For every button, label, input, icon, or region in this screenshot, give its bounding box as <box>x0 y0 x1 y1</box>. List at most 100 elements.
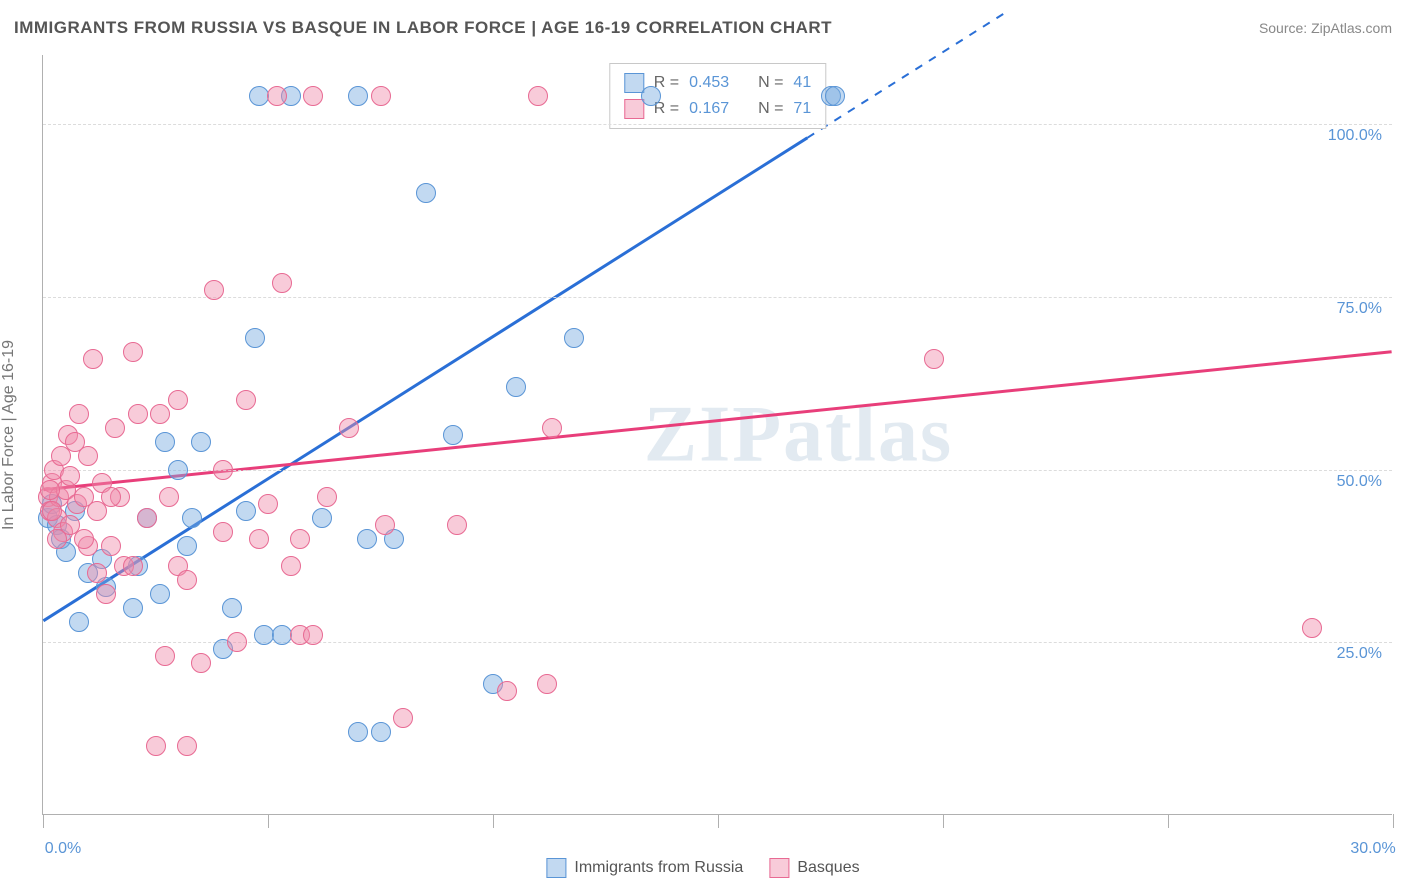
x-tick-label: 30.0% <box>1350 840 1395 858</box>
scatter-point-basque <box>249 529 269 549</box>
swatch-russia <box>624 73 644 93</box>
legend-label: Basques <box>797 859 859 877</box>
watermark: ZIPatlas <box>644 389 953 480</box>
scatter-point-russia <box>272 625 292 645</box>
legend-item-basque: Basques <box>769 858 859 878</box>
legend-swatch-basque <box>769 858 789 878</box>
scatter-point-basque <box>542 418 562 438</box>
scatter-point-basque <box>497 681 517 701</box>
scatter-point-russia <box>123 598 143 618</box>
scatter-point-basque <box>375 515 395 535</box>
scatter-point-russia <box>564 328 584 348</box>
scatter-point-basque <box>177 736 197 756</box>
scatter-point-russia <box>168 460 188 480</box>
regression-line-russia <box>43 138 807 621</box>
regression-lines-layer <box>43 55 1392 814</box>
scatter-point-russia <box>825 86 845 106</box>
scatter-point-russia <box>150 584 170 604</box>
scatter-point-russia <box>254 625 274 645</box>
scatter-point-basque <box>303 86 323 106</box>
scatter-point-basque <box>317 487 337 507</box>
scatter-point-basque <box>339 418 359 438</box>
y-axis-label: In Labor Force | Age 16-19 <box>0 339 18 529</box>
y-tick-label: 50.0% <box>1337 473 1382 491</box>
swatch-basque <box>624 99 644 119</box>
x-tick <box>493 814 494 828</box>
scatter-point-basque <box>393 708 413 728</box>
scatter-point-basque <box>105 418 125 438</box>
scatter-point-basque <box>290 529 310 549</box>
scatter-point-basque <box>303 625 323 645</box>
legend-swatch-russia <box>546 858 566 878</box>
legend-item-russia: Immigrants from Russia <box>546 858 743 878</box>
x-tick <box>718 814 719 828</box>
scatter-point-basque <box>78 446 98 466</box>
scatter-point-basque <box>159 487 179 507</box>
scatter-point-basque <box>213 522 233 542</box>
x-tick <box>943 814 944 828</box>
header: IMMIGRANTS FROM RUSSIA VS BASQUE IN LABO… <box>14 18 1392 38</box>
scatter-point-basque <box>96 584 116 604</box>
scatter-point-russia <box>416 183 436 203</box>
scatter-point-basque <box>371 86 391 106</box>
r-value: 0.453 <box>689 70 729 96</box>
scatter-point-basque <box>101 536 121 556</box>
scatter-point-basque <box>155 646 175 666</box>
scatter-point-russia <box>155 432 175 452</box>
x-tick <box>268 814 269 828</box>
chart-title: IMMIGRANTS FROM RUSSIA VS BASQUE IN LABO… <box>14 18 832 38</box>
chart-plot-area: In Labor Force | Age 16-19 ZIPatlas R = … <box>42 55 1392 815</box>
scatter-point-basque <box>1302 618 1322 638</box>
scatter-point-basque <box>146 736 166 756</box>
chart-legend: Immigrants from Russia Basques <box>546 858 859 878</box>
scatter-point-basque <box>137 508 157 528</box>
scatter-point-russia <box>236 501 256 521</box>
r-value: 0.167 <box>689 96 729 122</box>
scatter-point-basque <box>87 563 107 583</box>
scatter-point-russia <box>348 86 368 106</box>
scatter-point-basque <box>47 529 67 549</box>
scatter-point-russia <box>348 722 368 742</box>
legend-label: Immigrants from Russia <box>574 859 743 877</box>
y-tick-label: 75.0% <box>1337 300 1382 318</box>
n-value: 41 <box>793 70 811 96</box>
scatter-point-russia <box>506 377 526 397</box>
x-tick <box>43 814 44 828</box>
scatter-point-russia <box>357 529 377 549</box>
scatter-point-basque <box>128 404 148 424</box>
scatter-point-basque <box>272 273 292 293</box>
scatter-point-basque <box>123 342 143 362</box>
x-tick <box>1393 814 1394 828</box>
source-attribution: Source: ZipAtlas.com <box>1259 20 1392 36</box>
scatter-point-basque <box>213 460 233 480</box>
scatter-point-basque <box>40 480 60 500</box>
scatter-point-russia <box>371 722 391 742</box>
scatter-point-basque <box>447 515 467 535</box>
scatter-point-basque <box>60 466 80 486</box>
scatter-point-russia <box>191 432 211 452</box>
grid-line <box>43 297 1392 298</box>
scatter-point-basque <box>537 674 557 694</box>
scatter-point-basque <box>42 501 62 521</box>
scatter-point-russia <box>222 598 242 618</box>
grid-line <box>43 470 1392 471</box>
scatter-point-basque <box>69 404 89 424</box>
n-label: N = <box>758 96 783 122</box>
scatter-point-russia <box>69 612 89 632</box>
scatter-point-russia <box>177 536 197 556</box>
scatter-point-russia <box>312 508 332 528</box>
scatter-point-basque <box>528 86 548 106</box>
scatter-point-basque <box>258 494 278 514</box>
scatter-point-russia <box>249 86 269 106</box>
scatter-point-basque <box>191 653 211 673</box>
scatter-point-basque <box>236 390 256 410</box>
scatter-point-russia <box>641 86 661 106</box>
x-tick-label: 0.0% <box>45 840 81 858</box>
scatter-point-basque <box>177 570 197 590</box>
scatter-point-russia <box>443 425 463 445</box>
scatter-point-basque <box>150 404 170 424</box>
scatter-point-basque <box>204 280 224 300</box>
scatter-point-basque <box>281 556 301 576</box>
scatter-point-basque <box>267 86 287 106</box>
y-tick-label: 100.0% <box>1328 127 1382 145</box>
